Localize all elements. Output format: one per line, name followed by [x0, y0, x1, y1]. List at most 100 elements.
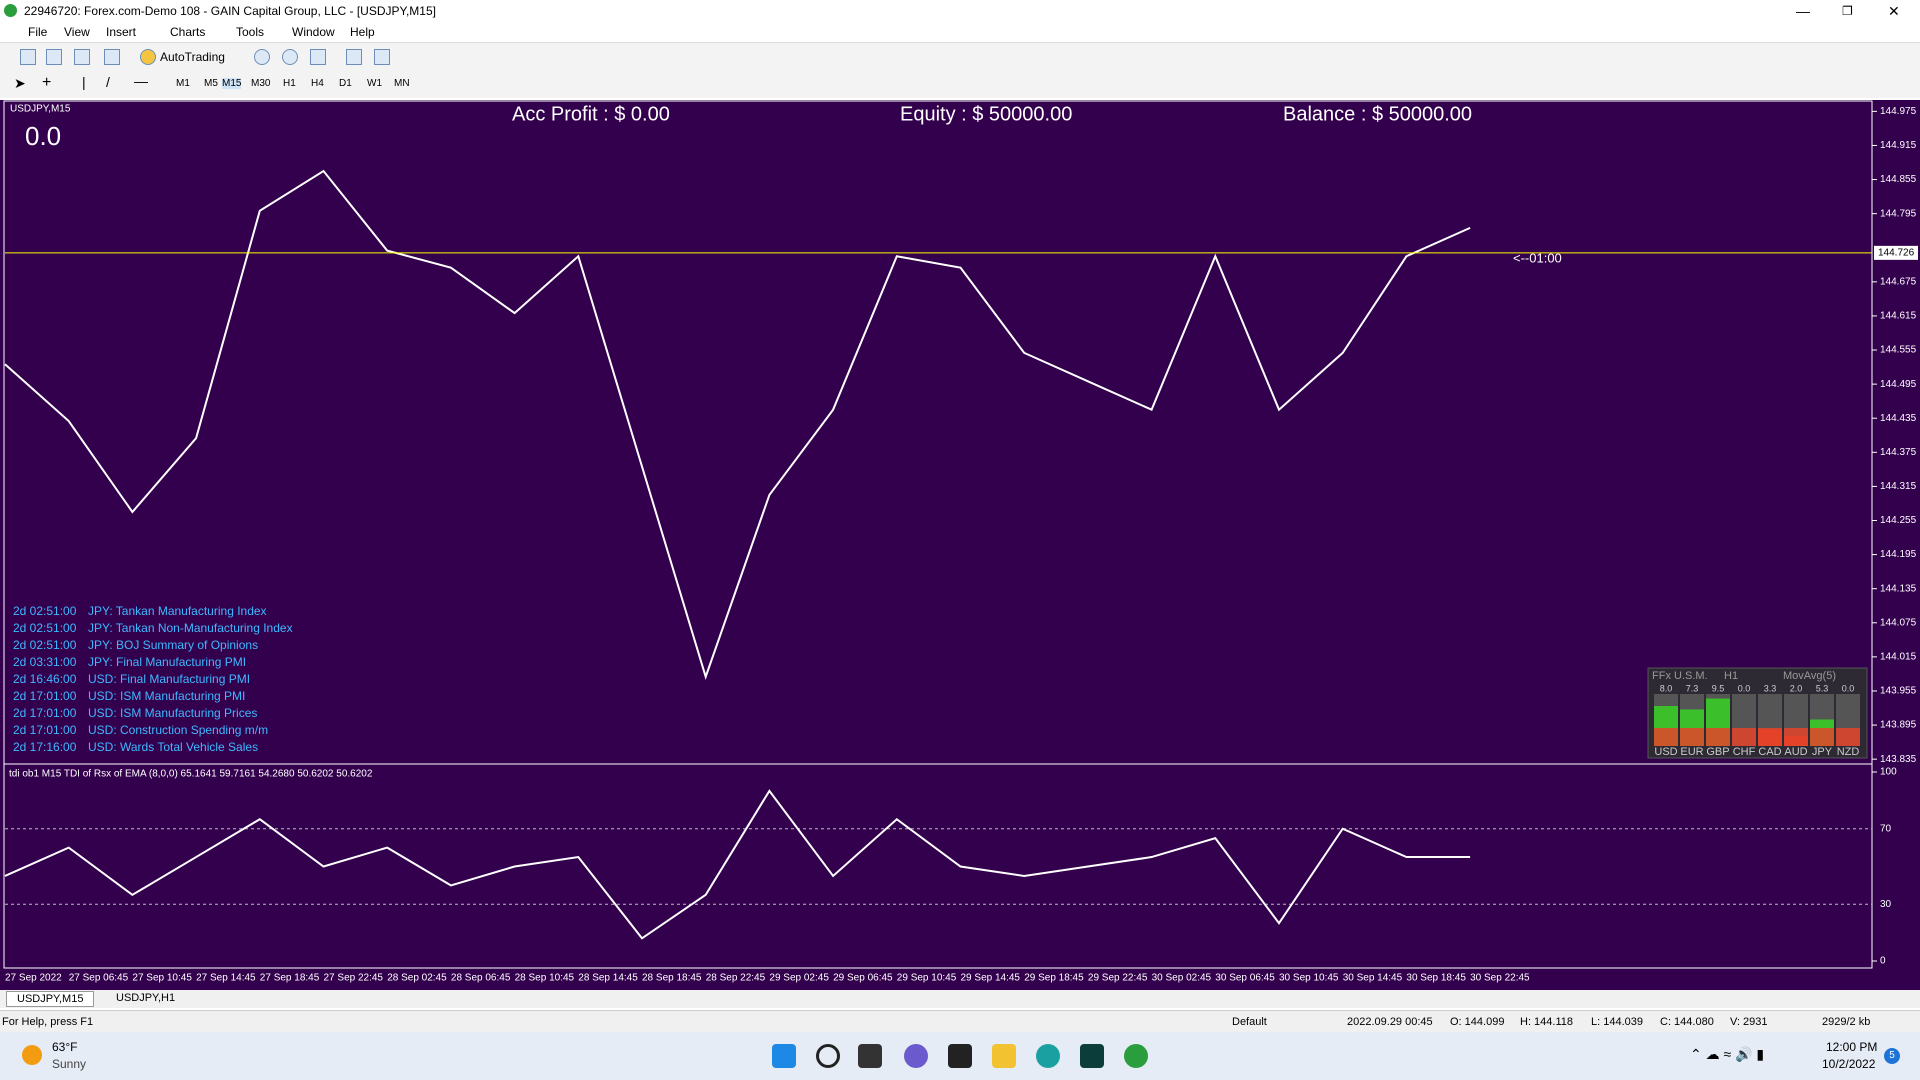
tray-icons[interactable]: ⌃ ☁ ≈ 🔊 ▮: [1690, 1046, 1765, 1062]
status-open: O: 144.099: [1450, 1016, 1505, 1028]
hline[interactable]: —: [134, 73, 148, 89]
weather-icon[interactable]: [22, 1045, 42, 1065]
news-time: 2d 02:51:00: [13, 638, 77, 652]
timeframe[interactable]: W1: [367, 78, 382, 89]
zoom-out[interactable]: [282, 49, 298, 65]
news-event: JPY: BOJ Summary of Opinions: [88, 638, 258, 652]
symbol: USDJPY,M15: [10, 104, 71, 115]
timeframe[interactable]: H1: [283, 78, 296, 89]
currency: EUR: [1680, 746, 1703, 758]
temperature[interactable]: 63°F: [52, 1040, 78, 1054]
x-tick-label: 27 Sep 06:45: [69, 973, 129, 984]
notification-badge[interactable]: 5: [1884, 1048, 1900, 1064]
x-tick-label: 27 Sep 2022: [5, 973, 62, 984]
y-tick-label: 144.255: [1880, 515, 1917, 526]
x-tick-label: 28 Sep 22:45: [706, 973, 766, 984]
weather[interactable]: Sunny: [52, 1057, 87, 1071]
y-tick-label: 144.375: [1880, 447, 1917, 458]
task-view[interactable]: [858, 1044, 882, 1068]
date[interactable]: 10/2/2022: [1822, 1057, 1876, 1071]
tile[interactable]: [310, 49, 326, 65]
y-tick-label: 144.015: [1880, 652, 1917, 663]
navigator[interactable]: [104, 49, 120, 65]
news-event: USD: Final Manufacturing PMI: [88, 672, 250, 686]
y-tick-label: 144.435: [1880, 413, 1917, 424]
news-time: 2d 17:16:00: [13, 740, 77, 754]
status-close: C: 144.080: [1660, 1016, 1714, 1028]
news-time: 2d 16:46:00: [13, 672, 77, 686]
edge[interactable]: [1036, 1044, 1060, 1068]
market-watch[interactable]: [74, 49, 90, 65]
news-time: 2d 17:01:00: [13, 723, 77, 737]
menu-item[interactable]: Tools: [236, 25, 265, 39]
y-tick-label: 100: [1880, 767, 1897, 778]
strength-value: 3.3: [1764, 683, 1777, 693]
search[interactable]: [816, 1044, 840, 1068]
minimize[interactable]: —: [1796, 3, 1810, 19]
explorer[interactable]: [992, 1044, 1016, 1068]
trendline[interactable]: /: [106, 74, 110, 90]
autotrading[interactable]: AutoTrading: [160, 50, 225, 64]
window-title: 22946720: Forex.com-Demo 108 - GAIN Capi…: [24, 4, 436, 18]
x-tick-label: 27 Sep 14:45: [196, 973, 256, 984]
timeframe[interactable]: MN: [394, 78, 410, 89]
x-tick-label: 29 Sep 14:45: [961, 973, 1021, 984]
metatrader[interactable]: [1124, 1044, 1148, 1068]
menu-item[interactable]: Charts: [170, 25, 206, 39]
timeframe[interactable]: D1: [339, 78, 352, 89]
restore[interactable]: ❐: [1842, 4, 1853, 18]
timeframe[interactable]: M1: [176, 78, 190, 89]
new-chart[interactable]: [20, 49, 36, 65]
timeframe[interactable]: M30: [251, 78, 271, 89]
cursor[interactable]: ➤: [14, 75, 26, 91]
indicator-label: tdi ob1 M15 TDI of Rsx of EMA (8,0,0) 65…: [9, 769, 373, 780]
currency: GBP: [1706, 746, 1729, 758]
menu-bar: File View Insert Charts Tools Window Help: [0, 22, 1920, 42]
menu-item[interactable]: File: [28, 25, 48, 39]
x-tick-label: 27 Sep 22:45: [324, 973, 384, 984]
y-tick-label: 144.075: [1880, 617, 1917, 628]
status-bar: For Help, press F1 Default 2022.09.29 00:4…: [0, 1010, 1920, 1032]
menu-item[interactable]: Window: [292, 25, 335, 39]
menu-item[interactable]: Insert: [106, 25, 137, 39]
scroll[interactable]: [346, 49, 362, 65]
y-tick-label: 70: [1880, 823, 1892, 834]
y-tick-label: 144.495: [1880, 379, 1917, 390]
autotrading-icon[interactable]: [140, 49, 156, 65]
chat[interactable]: [904, 1044, 928, 1068]
timeframe[interactable]: M15: [222, 78, 242, 89]
clock[interactable]: 12:00 PM: [1826, 1040, 1878, 1054]
crosshair[interactable]: +: [42, 74, 52, 91]
x-tick-label: 28 Sep 18:45: [642, 973, 702, 984]
title-bar: 22946720: Forex.com-Demo 108 - GAIN Capi…: [0, 0, 1920, 22]
strength-value: 2.0: [1790, 683, 1803, 693]
notion[interactable]: [948, 1044, 972, 1068]
timeframe[interactable]: M5: [204, 78, 218, 89]
currency: CHF: [1733, 746, 1756, 758]
chart-tab[interactable]: USDJPY,M15: [6, 991, 95, 1007]
menu-item[interactable]: Help: [350, 25, 375, 39]
timeframe[interactable]: H4: [311, 78, 324, 89]
profiles[interactable]: [46, 49, 62, 65]
news-time: 2d 02:51:00: [13, 621, 77, 635]
currency: CAD: [1758, 746, 1781, 758]
chart-tab[interactable]: USDJPY,H1: [116, 992, 176, 1004]
zoom-in[interactable]: [254, 49, 270, 65]
panel-header: FFx U.S.M.: [1652, 670, 1708, 682]
menu-item[interactable]: View: [64, 25, 90, 39]
close[interactable]: ✕: [1888, 3, 1900, 19]
x-tick-label: 28 Sep 10:45: [515, 973, 575, 984]
acc-profit: Acc Profit : $ 0.00: [512, 103, 670, 125]
shift[interactable]: [374, 49, 390, 65]
start[interactable]: [772, 1044, 796, 1068]
x-tick-label: 27 Sep 18:45: [260, 973, 320, 984]
news-time: 2d 17:01:00: [13, 706, 77, 720]
terminal[interactable]: [1080, 1044, 1104, 1068]
currency: USD: [1654, 746, 1677, 758]
currency: JPY: [1812, 746, 1833, 758]
vline[interactable]: |: [82, 74, 86, 90]
currency: NZD: [1837, 746, 1860, 758]
strength-base: [1732, 728, 1756, 746]
y-tick-label: 143.955: [1880, 686, 1917, 697]
